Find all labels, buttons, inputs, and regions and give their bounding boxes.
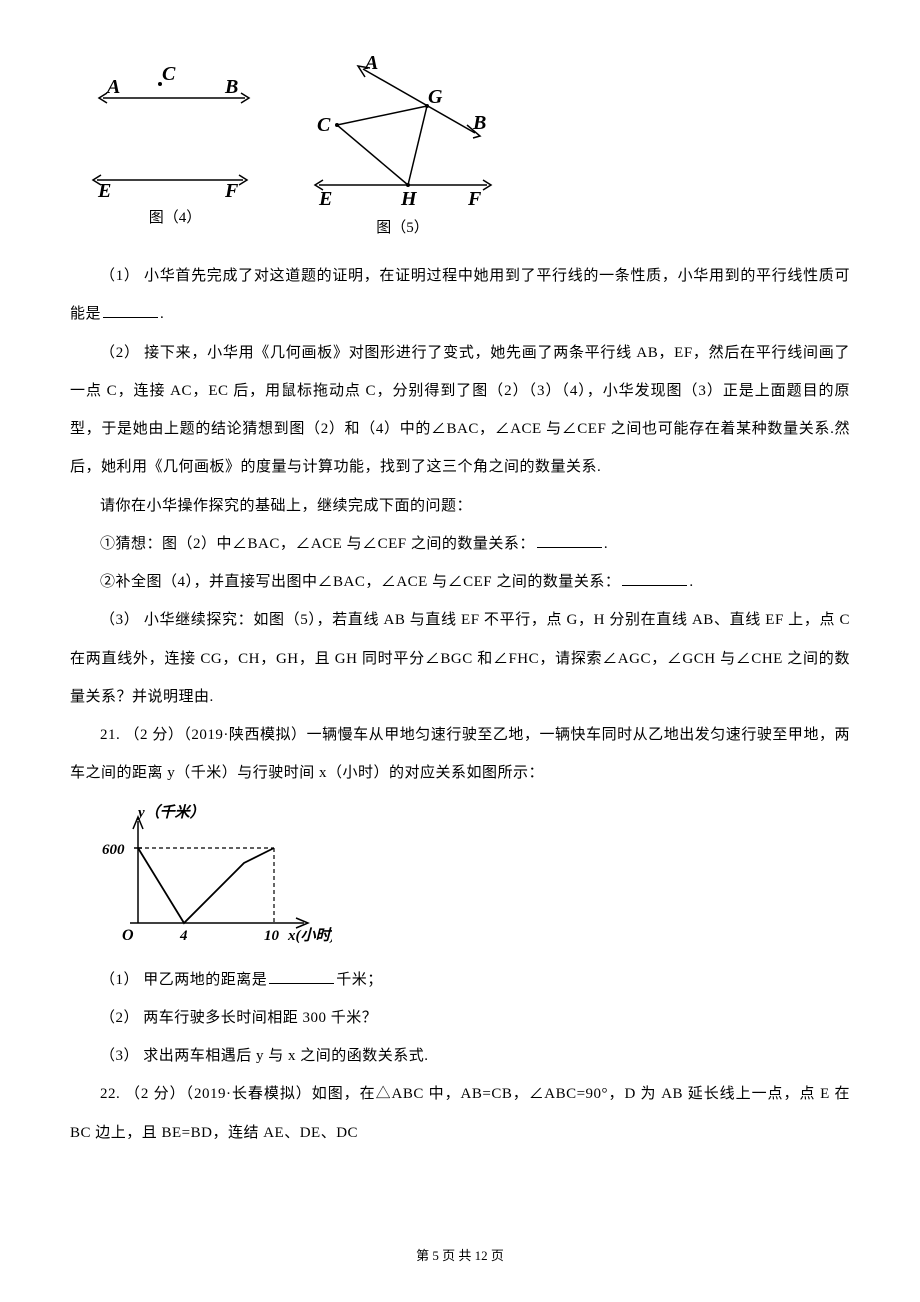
- label-F5: F: [467, 188, 482, 210]
- para-8b-text: 千米；: [336, 972, 383, 988]
- label-E: E: [97, 180, 111, 200]
- para-4b-text: .: [604, 536, 608, 552]
- para-5a-text: ②补全图（4），并直接写出图中∠BAC，∠ACE 与∠CEF 之间的数量关系：: [100, 574, 620, 590]
- footer-total: 12: [475, 1248, 488, 1263]
- para-1b-text: .: [160, 306, 164, 322]
- para-10: （3） 求出两车相遇后 y 与 x 之间的函数关系式.: [70, 1037, 850, 1075]
- para-1: （1） 小华首先完成了对这道题的证明，在证明过程中她用到了平行线的一条性质，小华…: [70, 257, 850, 334]
- para-2: （2） 接下来，小华用《几何画板》对图形进行了变式，她先画了两条平行线 AB，E…: [70, 334, 850, 487]
- para-1a-text: （1） 小华首先完成了对这道题的证明，在证明过程中她用到了平行线的一条性质，小华…: [70, 268, 850, 322]
- figure-5-svg: A C G B E H F: [295, 55, 510, 210]
- blank-3: [622, 572, 687, 586]
- label-C: C: [162, 63, 176, 85]
- para-5b-text: .: [689, 574, 693, 590]
- label-E5: E: [318, 188, 332, 210]
- para-11: 22. （2 分）（2019·长春模拟）如图，在△ABC 中，AB=CB，∠AB…: [70, 1075, 850, 1152]
- para-8a-text: （1） 甲乙两地的距离是: [100, 972, 267, 988]
- distance-chart: y（千米） 600 O 4 10 x(小时): [92, 803, 850, 953]
- footer-mid: 页 共: [439, 1248, 475, 1263]
- para-5: ②补全图（4），并直接写出图中∠BAC，∠ACE 与∠CEF 之间的数量关系：.: [70, 563, 850, 601]
- chart-ylabel: y（千米）: [136, 803, 205, 821]
- figure-4-svg: A C B E F: [85, 55, 265, 200]
- label-B: B: [224, 76, 238, 98]
- chart-xtick-4: 4: [179, 928, 188, 944]
- para-6: （3） 小华继续探究：如图（5），若直线 AB 与直线 EF 不平行，点 G，H…: [70, 601, 850, 716]
- blank-1: [103, 304, 158, 318]
- distance-chart-svg: y（千米） 600 O 4 10 x(小时): [92, 803, 332, 948]
- label-A: A: [105, 76, 120, 98]
- chart-xlabel: x(小时): [287, 927, 332, 944]
- footer-prefix: 第: [416, 1248, 432, 1263]
- chart-ytick: 600: [102, 842, 125, 858]
- para-9: （2） 两车行驶多长时间相距 300 千米？: [70, 999, 850, 1037]
- label-B5: B: [472, 112, 486, 134]
- footer-suffix: 页: [488, 1248, 504, 1263]
- label-A5: A: [363, 55, 378, 74]
- label-H5: H: [400, 188, 418, 210]
- para-3: 请你在小华操作探究的基础上，继续完成下面的问题：: [70, 487, 850, 525]
- label-G5: G: [428, 86, 443, 108]
- figure-4: A C B E F 图（4）: [85, 55, 265, 237]
- blank-2: [537, 534, 602, 548]
- chart-origin: O: [122, 927, 134, 944]
- chart-xtick-10: 10: [264, 928, 280, 944]
- figure-5: A C G B E H F 图（5）: [295, 55, 510, 237]
- para-4a-text: ①猜想：图（2）中∠BAC，∠ACE 与∠CEF 之间的数量关系：: [100, 536, 535, 552]
- label-F: F: [224, 180, 239, 200]
- para-8: （1） 甲乙两地的距离是 千米；: [70, 961, 850, 999]
- figures-row: A C B E F 图（4）: [85, 55, 850, 237]
- blank-4: [269, 970, 334, 984]
- para-7: 21. （2 分）（2019·陕西模拟）一辆慢车从甲地匀速行驶至乙地，一辆快车同…: [70, 716, 850, 793]
- figure-4-caption: 图（4）: [149, 206, 202, 227]
- figure-5-caption: 图（5）: [376, 216, 429, 237]
- label-C5: C: [317, 114, 331, 136]
- para-4: ①猜想：图（2）中∠BAC，∠ACE 与∠CEF 之间的数量关系：.: [70, 525, 850, 563]
- page-footer: 第 5 页 共 12 页: [0, 1245, 920, 1264]
